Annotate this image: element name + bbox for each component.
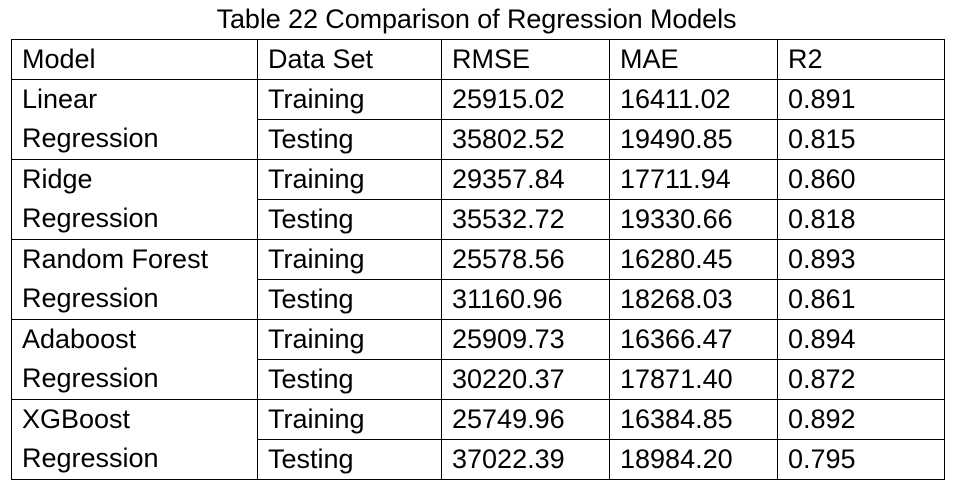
mae-cell: 19330.66	[609, 199, 778, 240]
r2-cell: 0.815	[777, 119, 945, 160]
model-name-line: XGBoost	[22, 404, 131, 434]
mae-cell: 18268.03	[609, 279, 778, 320]
data-set-cell: Testing	[257, 279, 442, 320]
table-row: Linear Regression Training 25915.02 1641…	[11, 79, 945, 160]
data-set-cell: Testing	[257, 439, 442, 480]
header-mae: MAE	[609, 39, 778, 80]
mae-cell: 16411.02	[609, 79, 778, 120]
rmse-cell: 25749.96	[441, 399, 610, 440]
table-row: Testing 37022.39 18984.20 0.795	[12, 439, 945, 480]
mae-cell: 16366.47	[609, 319, 778, 360]
table-row: Adaboost Regression Training 25909.73 16…	[11, 319, 945, 400]
table-row: Random Forest Regression Training 25578.…	[11, 239, 945, 320]
table-caption: Table 22 Comparison of Regression Models	[216, 4, 737, 34]
table-row: Testing 30220.37 17871.40 0.872	[12, 359, 945, 400]
rmse-cell: 31160.96	[441, 279, 610, 320]
model-name-line: Adaboost	[22, 324, 137, 354]
r2-cell: 0.872	[777, 359, 945, 400]
mae-cell: 17871.40	[609, 359, 778, 400]
r2-cell: 0.894	[777, 319, 945, 360]
mae-cell: 19490.85	[609, 119, 778, 160]
table-row: Ridge Regression Training 29357.84 17711…	[11, 159, 945, 240]
rmse-cell: 25909.73	[441, 319, 610, 360]
rmse-cell: 37022.39	[441, 439, 610, 480]
data-set-cell: Training	[257, 399, 442, 440]
model-name-adaboost-regression: Adaboost Regression	[11, 319, 258, 400]
model-name-line: Regression	[22, 283, 159, 313]
model-name-linear-regression: Linear Regression	[11, 79, 258, 160]
model-name-line: Ridge	[22, 164, 93, 194]
data-set-cell: Training	[257, 79, 442, 120]
model-name-random-forest-regression: Random Forest Regression	[11, 239, 258, 320]
table-row: Testing 31160.96 18268.03 0.861	[12, 279, 945, 320]
model-name-line: Regression	[22, 203, 159, 233]
table-row: XGBoost Regression Training 25749.96 163…	[11, 399, 945, 480]
mae-cell: 18984.20	[609, 439, 778, 480]
r2-cell: 0.893	[777, 239, 945, 280]
header-data-set: Data Set	[257, 39, 442, 80]
data-set-cell: Testing	[257, 119, 442, 160]
r2-cell: 0.891	[777, 79, 945, 120]
rmse-cell: 35802.52	[441, 119, 610, 160]
rmse-cell: 35532.72	[441, 199, 610, 240]
rmse-cell: 25915.02	[441, 79, 610, 120]
data-set-cell: Testing	[257, 359, 442, 400]
model-name-line: Linear	[22, 84, 98, 114]
model-name-line: Random Forest	[22, 244, 209, 274]
r2-cell: 0.892	[777, 399, 945, 440]
data-set-cell: Training	[257, 159, 442, 200]
model-name-ridge-regression: Ridge Regression	[11, 159, 258, 240]
rmse-cell: 30220.37	[441, 359, 610, 400]
r2-cell: 0.818	[777, 199, 945, 240]
data-set-cell: Training	[257, 319, 442, 360]
mae-cell: 16384.85	[609, 399, 778, 440]
data-set-cell: Training	[257, 239, 442, 280]
header-row: Model Data Set RMSE MAE R2	[11, 39, 945, 80]
header-rmse: RMSE	[441, 39, 610, 80]
r2-cell: 0.861	[777, 279, 945, 320]
model-name-xgboost-regression: XGBoost Regression	[11, 399, 258, 480]
rmse-cell: 25578.56	[441, 239, 610, 280]
rmse-cell: 29357.84	[441, 159, 610, 200]
r2-cell: 0.860	[777, 159, 945, 200]
mae-cell: 16280.45	[609, 239, 778, 280]
header-model: Model	[11, 39, 258, 80]
model-name-line: Regression	[22, 363, 159, 393]
r2-cell: 0.795	[777, 439, 945, 480]
model-name-line: Regression	[22, 443, 159, 473]
regression-comparison-table: Model Data Set RMSE MAE R2 Linear Regres…	[11, 39, 945, 480]
mae-cell: 17711.94	[609, 159, 778, 200]
model-name-line: Regression	[22, 123, 159, 153]
data-set-cell: Testing	[257, 199, 442, 240]
header-r2: R2	[777, 39, 945, 80]
